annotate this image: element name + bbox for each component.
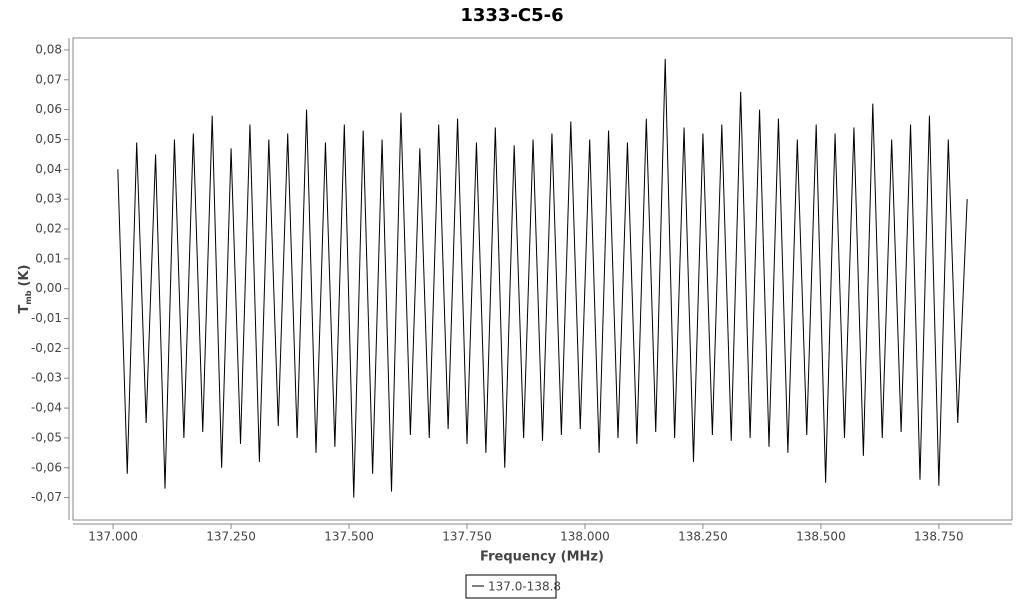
- chart-title: 1333-C5-6: [460, 5, 563, 26]
- y-tick-label: -0,05: [31, 430, 62, 444]
- y-tick-label: -0,03: [31, 371, 62, 385]
- y-tick-label: 0,00: [35, 281, 62, 295]
- x-tick-label: 137.000: [88, 530, 138, 544]
- x-tick-label: 137.750: [442, 530, 492, 544]
- y-tick-label: 0,02: [35, 222, 62, 236]
- plot-frame: [72, 37, 1013, 521]
- y-tick-label: 0,01: [35, 251, 62, 265]
- x-tick-label: 137.250: [206, 530, 256, 544]
- y-axis-label: Tmb (K): [17, 265, 33, 314]
- y-tick-label: -0,01: [31, 311, 62, 325]
- x-tick-label: 138.750: [914, 530, 964, 544]
- y-label-unit: (K): [17, 265, 32, 287]
- y-tick-label: -0,07: [31, 490, 62, 504]
- legend-label: 137.0-138.8: [488, 580, 561, 594]
- x-axis-label: Frequency (MHz): [480, 550, 604, 565]
- legend-box: [465, 574, 557, 599]
- y-tick-label: 0,03: [35, 192, 62, 206]
- y-tick-label: 0,04: [35, 162, 62, 176]
- x-tick-label: 138.250: [678, 530, 728, 544]
- x-tick-label: 138.000: [560, 530, 610, 544]
- x-tick-label: 138.500: [796, 530, 846, 544]
- y-tick-label: -0,06: [31, 460, 62, 474]
- y-tick-label: 0,07: [35, 72, 62, 86]
- y-label-sub: mb: [24, 290, 33, 304]
- spectrum-line: [117, 58, 968, 498]
- y-tick-label: 0,06: [35, 102, 62, 116]
- y-label-main: T: [17, 304, 32, 313]
- y-tick-label: 0,08: [35, 42, 62, 56]
- x-tick-label: 137.500: [324, 530, 374, 544]
- y-tick-label: -0,04: [31, 401, 62, 415]
- y-tick-label: -0,02: [31, 341, 62, 355]
- y-tick-label: 0,05: [35, 132, 62, 146]
